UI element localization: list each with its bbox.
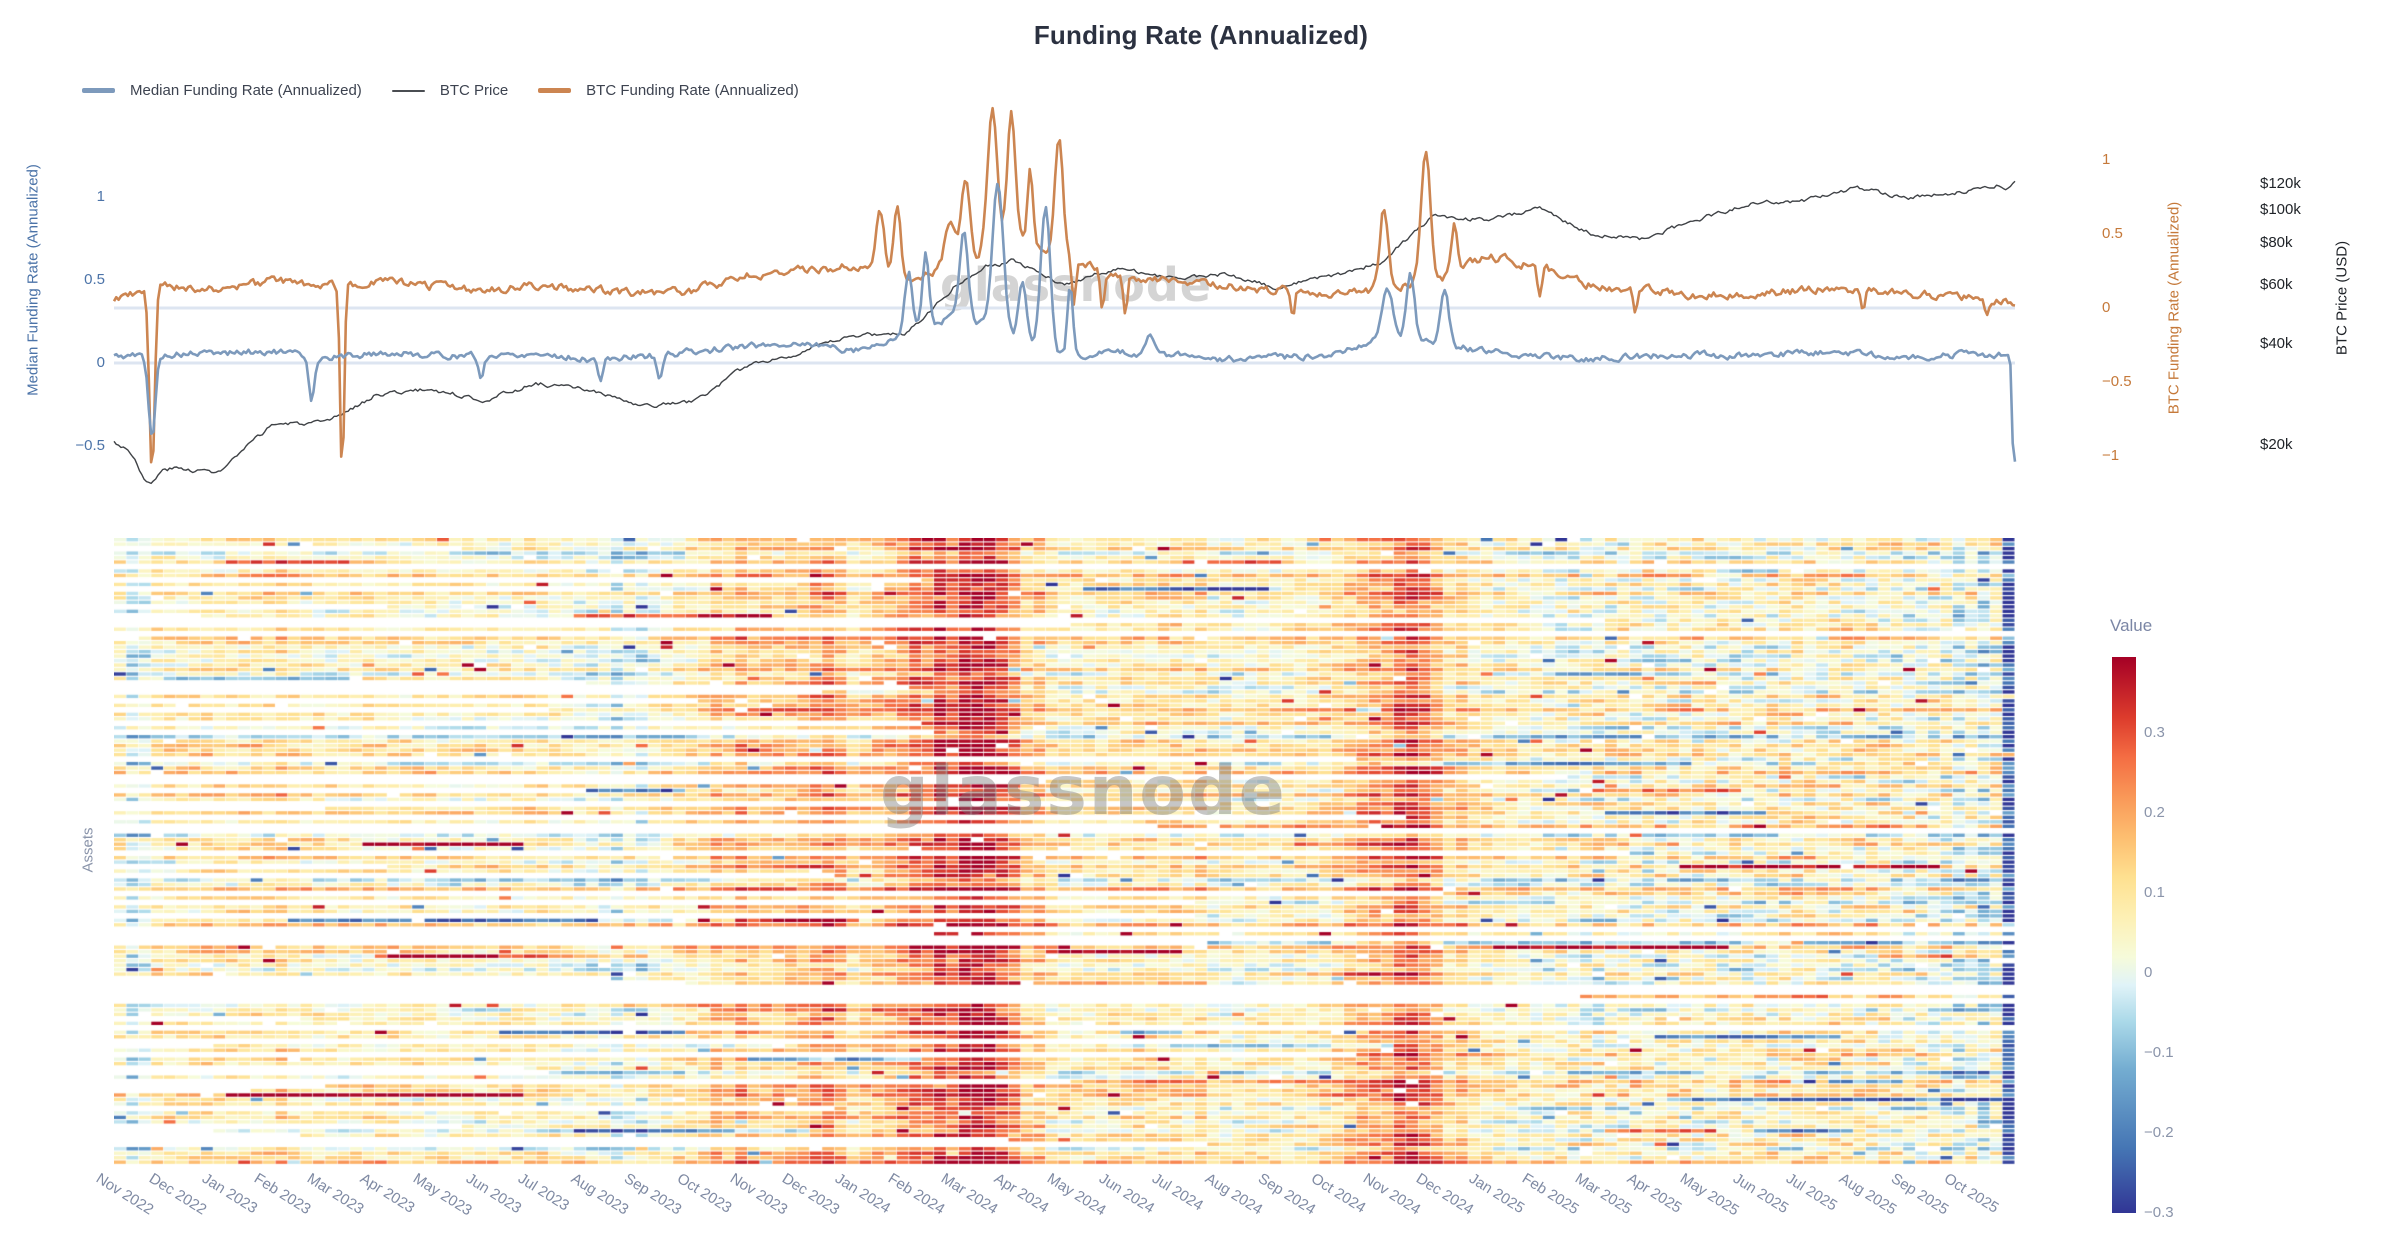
x-tick-month: Oct 2024 <box>1307 1170 1369 1217</box>
legend-label: BTC Price <box>439 82 509 99</box>
x-tick-month: Nov 2023 <box>726 1170 791 1219</box>
axis-tick-label: −0.5 <box>75 437 105 454</box>
x-tick-month: Jan 2025 <box>1465 1170 1528 1218</box>
axis-tick-label: 0 <box>96 354 105 371</box>
axis-tick-label: −0.5 <box>2102 373 2132 390</box>
axis-tick-label: 0.2 <box>2144 804 2165 821</box>
series-price <box>113 180 2016 485</box>
axis-tick-label: 1 <box>2102 151 2111 168</box>
axis-tick-label: 0.1 <box>2144 884 2165 901</box>
x-tick-month: May 2024 <box>1043 1170 1109 1220</box>
x-tick-month: Jun 2023 <box>462 1170 524 1218</box>
axis-tick-label: $60k <box>2260 275 2293 293</box>
series-right <box>112 106 2016 464</box>
x-tick-month: Jan 2023 <box>198 1170 260 1218</box>
axis-tick-label: −1 <box>2102 447 2120 464</box>
page-title: Funding Rate (Annualized) <box>1033 20 1369 50</box>
x-tick-month: Jul 2025 <box>1782 1170 1840 1215</box>
axis-tick-label: $100k <box>2260 201 2301 219</box>
x-tick-month: Mar 2024 <box>937 1170 1001 1219</box>
legend-item-btc-price[interactable]: BTC Price <box>391 82 509 99</box>
glassnode-watermark-heatmap: glassnode <box>880 752 1287 831</box>
x-tick-month: Apr 2024 <box>990 1170 1052 1217</box>
x-tick-month: Nov 2022 <box>92 1170 157 1219</box>
axis-tick-label: 0 <box>2144 964 2153 981</box>
x-tick-month: Jul 2024 <box>1149 1170 1207 1215</box>
x-tick-month: Sep 2024 <box>1254 1170 1319 1219</box>
x-tick-month: Jun 2025 <box>1729 1170 1792 1218</box>
axis-tick-label: $20k <box>2260 436 2293 453</box>
x-tick-month: Sep 2023 <box>621 1170 685 1219</box>
x-tick-month: Sep 2025 <box>1888 1170 1952 1219</box>
axis-tick-label: $40k <box>2260 335 2293 352</box>
x-tick-month: Oct 2025 <box>1941 1170 2002 1217</box>
x-tick-month: May 2023 <box>409 1170 475 1220</box>
x-tick-month: Dec 2023 <box>779 1170 843 1219</box>
funding-rate-line-chart[interactable] <box>0 0 2402 520</box>
series-left <box>113 182 2017 462</box>
x-tick-month: Aug 2023 <box>568 1170 632 1219</box>
x-tick-month: Mar 2025 <box>1571 1170 1635 1219</box>
x-tick-month: Apr 2023 <box>357 1170 418 1217</box>
heatmap-y-axis-title: Assets <box>79 827 97 873</box>
axis-tick-label: 1 <box>96 188 105 205</box>
x-tick-month: Oct 2023 <box>673 1170 735 1217</box>
legend-swatch-btc-funding-rate <box>538 88 572 93</box>
x-tick-month: May 2025 <box>1677 1170 1743 1220</box>
axis-tick-label: −0.3 <box>2144 1204 2174 1221</box>
x-tick-month: Mar 2023 <box>304 1170 367 1219</box>
x-tick-month: Nov 2024 <box>1360 1170 1424 1219</box>
axis-tick-label: 0.5 <box>2102 225 2123 242</box>
axis-tick-label: $80k <box>2260 234 2293 251</box>
x-tick-month: Jul 2023 <box>515 1170 573 1215</box>
axis-tick-label: $120k <box>2260 174 2301 192</box>
legend-swatch-btc-price <box>391 89 425 92</box>
legend-swatch-median-funding-rate <box>82 88 115 93</box>
x-tick-month: Feb 2023 <box>251 1170 315 1219</box>
x-tick-month: Apr 2025 <box>1624 1170 1685 1217</box>
x-tick-month: Aug 2024 <box>1201 1170 1266 1219</box>
x-tick-month: Jan 2024 <box>832 1170 894 1218</box>
assets-funding-heatmap[interactable] <box>114 538 2015 1165</box>
x-tick-month: Dec 2024 <box>1413 1170 1477 1219</box>
x-tick-month: Aug 2025 <box>1835 1170 1900 1219</box>
legend-item-btc-funding-rate[interactable]: BTC Funding Rate (Annualized) <box>538 82 799 99</box>
x-tick-month: Dec 2022 <box>145 1170 210 1219</box>
x-tick-month: Feb 2025 <box>1518 1170 1582 1219</box>
axis-tick-label: 0.3 <box>2144 724 2165 741</box>
axis-tick-label: −0.2 <box>2144 1124 2174 1141</box>
axis-tick-label: 0.5 <box>84 271 105 288</box>
axis-tick-label: 0 <box>2102 299 2111 316</box>
legend-label: Median Funding Rate (Annualized) <box>130 82 362 99</box>
legend-item-median-funding-rate[interactable]: Median Funding Rate (Annualized) <box>82 82 362 99</box>
legend-label: BTC Funding Rate (Annualized) <box>586 82 799 99</box>
colorbar-title: Value <box>2110 616 2153 635</box>
chart-legend: Median Funding Rate (Annualized) BTC Pri… <box>82 82 799 99</box>
colorbar-gradient <box>2112 657 2136 1213</box>
x-tick-month: Feb 2024 <box>885 1170 948 1219</box>
axis-tick-label: −0.1 <box>2144 1044 2174 1061</box>
